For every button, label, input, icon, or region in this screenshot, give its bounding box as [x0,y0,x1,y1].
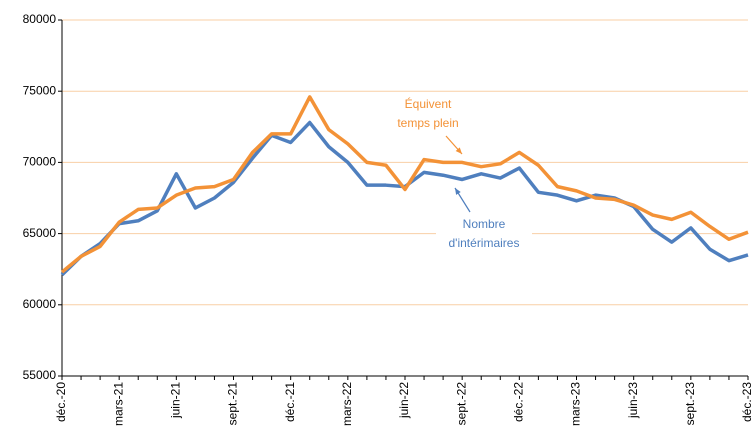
x-tick-label: sept.-23 [683,382,697,426]
x-tick-label: juin-23 [626,382,640,419]
x-tick-label: juin-22 [397,382,411,419]
x-tick-label: mars-23 [569,382,583,426]
annotation: temps plein [397,116,458,130]
series-line [60,120,749,277]
annotation-arrowhead [455,147,462,154]
x-tick-label: sept.-21 [226,382,240,426]
y-tick-label: 70000 [23,155,57,169]
annotation-arrowhead [455,188,461,195]
series-line [60,95,749,274]
annotation-background [380,93,476,135]
annotation: d'intérimaires [449,236,520,250]
x-tick-label: déc.-21 [283,382,297,422]
x-tick-label: juin-21 [169,382,183,419]
x-tick-label: déc.-22 [512,382,526,422]
x-tick-label: sept.-22 [454,382,468,426]
annotation-background [436,213,532,255]
y-tick-label: 75000 [23,83,57,97]
y-tick-label: 55000 [23,368,57,382]
x-tick-label: mars-21 [111,382,125,426]
y-tick-label: 60000 [23,297,57,311]
y-tick-label: 65000 [23,226,57,240]
x-tick-label: déc.-20 [54,382,68,422]
x-tick-label: déc.-23 [740,382,754,422]
y-tick-label: 80000 [23,12,57,26]
annotation: Équivent [405,96,452,111]
annotation: Nombre [463,217,506,231]
x-tick-label: mars-22 [340,382,354,426]
